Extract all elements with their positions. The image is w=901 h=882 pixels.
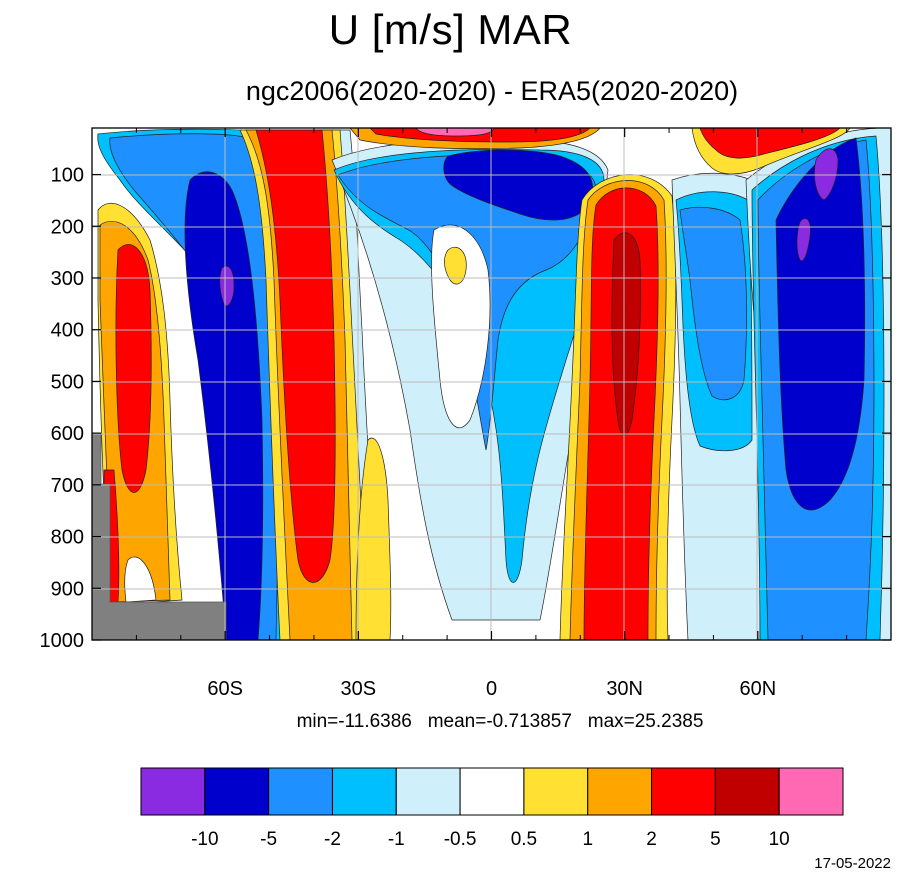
contour-nhpolar-violet2 [796,218,811,262]
colorbar-label: 10 [769,829,790,850]
x-tick-label: 0 [486,678,497,700]
contour-fill-layer [92,128,891,640]
colorbar-label: -10 [191,829,218,850]
date-label: 17-05-2022 [814,855,891,872]
x-tick-label: 30N [606,678,643,700]
y-tick-label: 700 [51,475,84,497]
y-tick-label: 400 [51,320,84,342]
colorbar-label: -2 [324,829,341,850]
contour-sh-dark-blue [184,171,264,640]
contour-trop-yellow-blob [444,246,467,285]
x-tick-label: 30S [341,678,377,700]
colorbar-swatch [459,767,525,816]
y-tick-label: 200 [51,216,84,238]
y-axis: 100 200 300 400 500 600 700 800 900 1000 [40,165,891,652]
contour-shjet-red [255,129,336,583]
colorbar-label: 2 [646,829,657,850]
colorbar-swatch [331,767,397,816]
y-tick-label: 300 [51,268,84,290]
contour-nhpolar-violet [814,148,839,201]
y-tick-label: 800 [51,527,84,549]
x-tick-label: 60S [207,678,243,700]
colorbar-swatch [587,767,653,816]
contour-nh-mid-blue [679,206,747,401]
contour-polar-red [115,244,152,493]
y-tick-label: 600 [51,423,84,445]
colorbar-label: 0.5 [511,829,537,850]
y-tick-label: 500 [51,371,84,393]
colorbar-swatch [268,767,333,816]
colorbar-label: -1 [388,829,405,850]
chart-subtitle: ngc2006(2020-2020) - ERA5(2020-2020) [245,76,739,106]
colorbar-swatch [523,767,589,816]
contour-trop-dark-blue [443,149,594,221]
x-tick-label: 60N [739,678,776,700]
contour-polar-white [124,556,157,603]
y-tick-label: 1000 [40,630,85,652]
colorbar: -10 -5 -2 -1 -0.5 0.5 1 2 5 10 [140,767,844,850]
contour-nhjet-darkred [611,232,641,436]
chart-title: U [m/s] MAR [328,6,573,53]
y-tick-label: 100 [51,165,84,187]
colorbar-label: 5 [710,829,721,850]
contour-sh-violet [219,265,235,307]
statistics-label: min=-11.6386 mean=-0.713857 max=25.2385 [296,711,704,732]
contour-top-nh-red [699,128,841,159]
colorbar-swatch [778,767,844,816]
colorbar-swatch [140,767,206,816]
colorbar-swatch [204,767,270,816]
colorbar-label: -0.5 [444,829,477,850]
x-axis: 60S 30S 0 30N 60N [135,128,848,700]
colorbar-label: 1 [582,829,593,850]
terrain-mask [92,433,227,640]
colorbar-swatch [651,767,716,816]
y-tick-label: 900 [51,578,84,600]
contour-trop-white-core [431,224,491,429]
grid [92,128,891,640]
colorbar-label: -5 [260,829,277,850]
colorbar-swatch [714,767,780,816]
contour-shjet-yellow-low [355,437,392,640]
colorbar-swatch [395,767,461,816]
